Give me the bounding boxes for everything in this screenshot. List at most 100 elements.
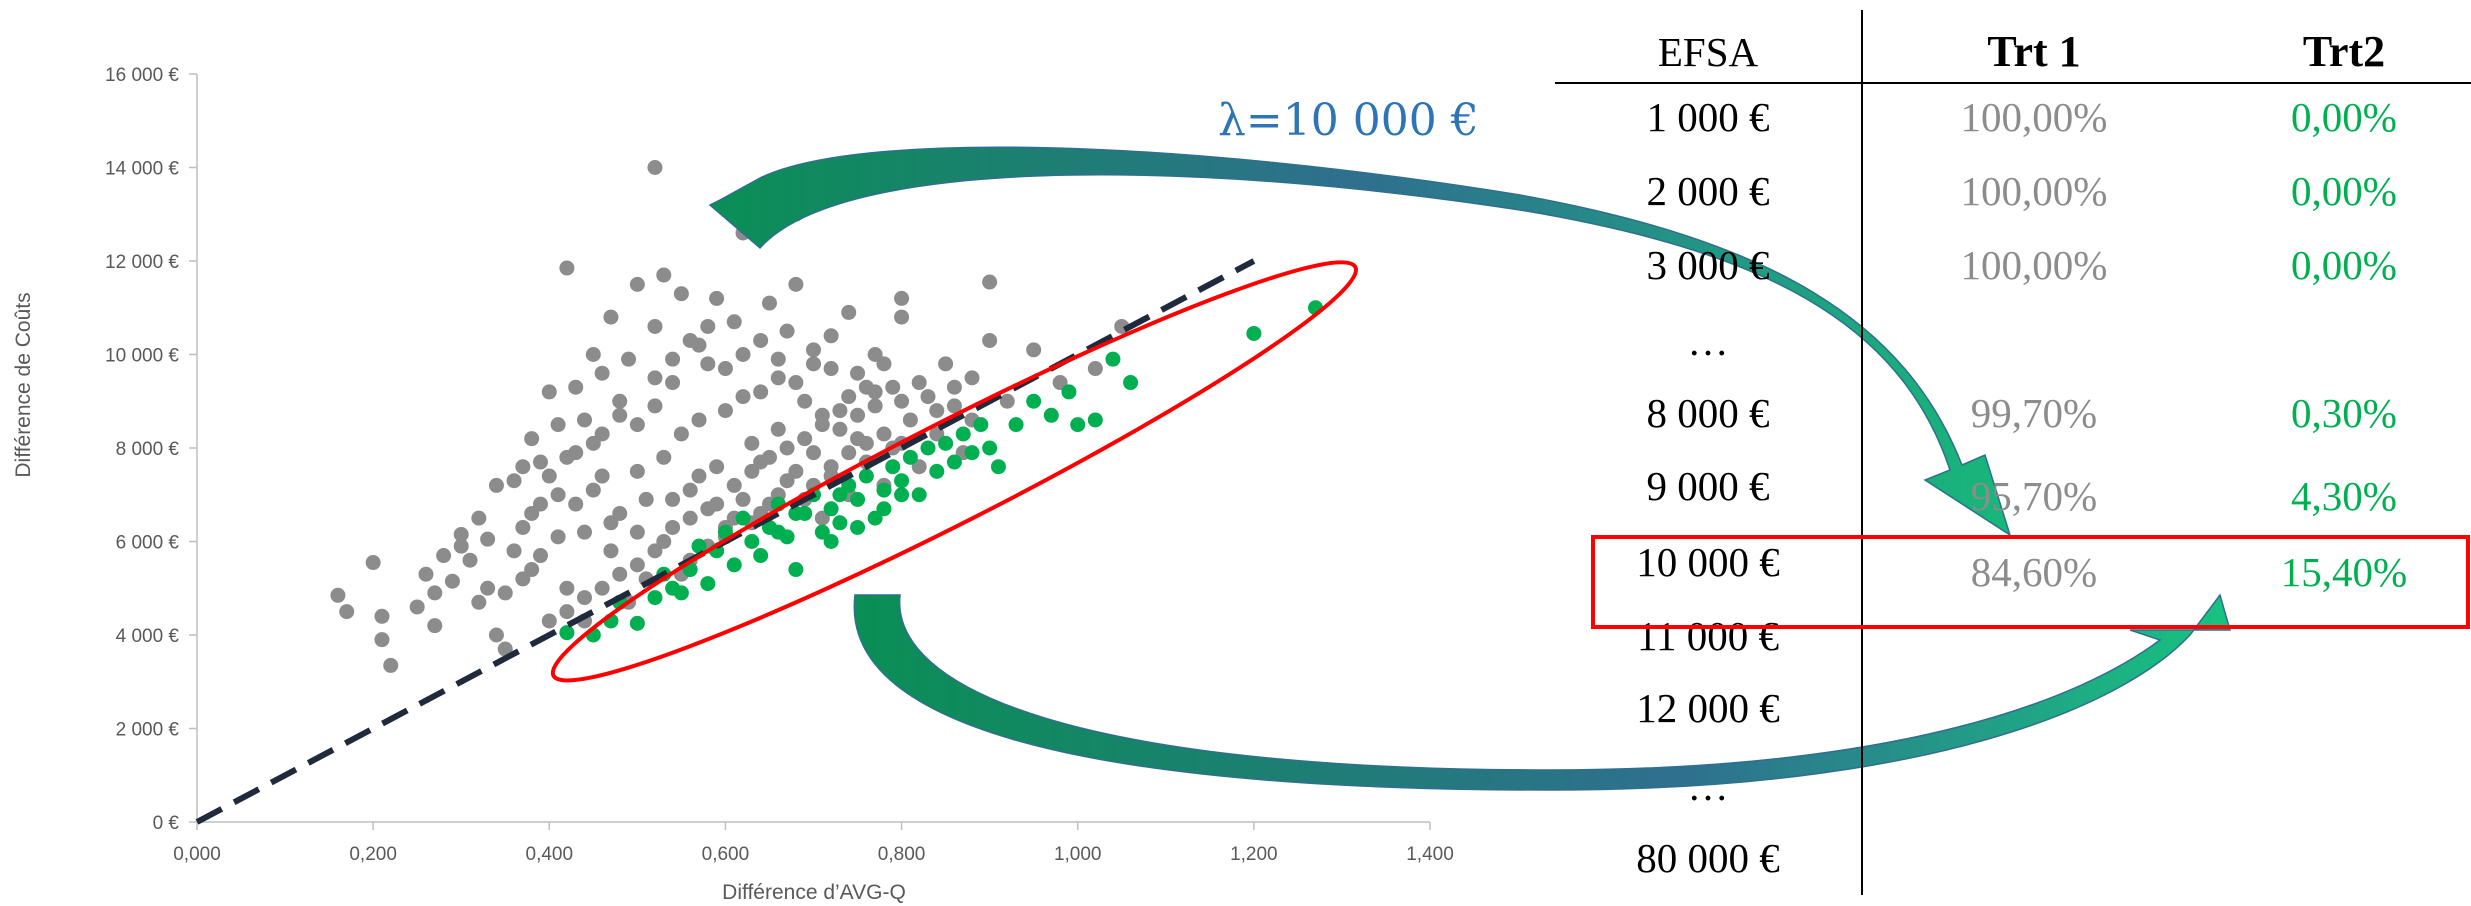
table-cell-efsa: 80 000 €: [1636, 835, 1780, 881]
data-point-grey: [832, 403, 848, 419]
data-point-green: [858, 468, 874, 484]
data-point-grey: [577, 590, 593, 606]
data-point-grey: [876, 356, 892, 372]
data-point-grey: [524, 505, 540, 521]
data-point-grey: [964, 370, 980, 386]
data-point-grey: [339, 604, 355, 620]
scatter-chart: 0 € 2 000 € 4 000 € 6 000 € 8 000 € 10 000 € 1…: [12, 65, 1454, 904]
data-point-grey: [841, 304, 857, 320]
data-point-grey: [806, 356, 821, 372]
data-point-grey: [982, 274, 998, 290]
data-point-green: [1043, 407, 1059, 423]
data-point-grey: [515, 571, 531, 587]
x-tick-label: 1,000: [1054, 844, 1102, 865]
data-point-grey: [867, 398, 883, 414]
data-point-grey: [524, 431, 540, 447]
data-point-green: [770, 524, 786, 540]
table-cell-efsa: 12 000 €: [1636, 685, 1780, 731]
y-tick-label: 6 000 €: [116, 533, 180, 554]
data-point-grey: [541, 468, 557, 484]
data-point-grey: [726, 477, 742, 493]
data-point-grey: [1052, 375, 1068, 391]
data-point-grey: [603, 309, 619, 325]
data-point-grey: [726, 314, 742, 330]
data-point-grey: [603, 515, 619, 531]
data-point-green: [814, 524, 830, 540]
table-cell-trt1: 100,00%: [1961, 242, 2108, 288]
data-point-green: [850, 491, 866, 507]
data-point-green: [1246, 325, 1262, 341]
table-cell-efsa: 8 000 €: [1647, 390, 1770, 436]
data-point-grey: [911, 459, 927, 475]
data-point-grey: [700, 356, 716, 372]
data-point-grey: [753, 332, 769, 348]
data-point-grey: [911, 375, 927, 391]
highlight-ellipse: [550, 260, 1359, 683]
table-header-trt2: Trt2: [2303, 27, 2385, 76]
data-point-grey: [885, 379, 901, 395]
data-point-green: [876, 501, 892, 517]
data-point-green: [1008, 417, 1024, 433]
data-point-grey: [559, 449, 575, 465]
data-point-green: [823, 534, 839, 549]
data-point-grey: [594, 426, 610, 442]
data-point-green: [753, 548, 769, 564]
data-point-grey: [1026, 342, 1042, 358]
table-cell-efsa: 11 000 €: [1637, 613, 1779, 659]
data-point-grey: [444, 573, 460, 589]
data-point-green: [744, 534, 760, 549]
x-tick-label: 1,400: [1406, 844, 1454, 865]
y-tick-label: 8 000 €: [116, 439, 180, 460]
y-tick-label: 16 000 €: [105, 65, 179, 86]
data-point-grey: [788, 463, 804, 479]
data-point-grey: [559, 580, 575, 596]
data-point-green: [911, 487, 927, 503]
data-point-grey: [894, 393, 910, 409]
table-header-efsa: EFSA: [1658, 29, 1759, 75]
data-point-grey: [480, 580, 496, 596]
data-point-grey: [585, 347, 601, 362]
table-cell-trt2: 4,30%: [2291, 473, 2397, 519]
data-point-green: [894, 487, 910, 503]
data-point-green: [788, 562, 804, 578]
data-point-grey: [665, 519, 681, 535]
data-point-grey: [541, 384, 557, 400]
data-point-grey: [779, 473, 795, 489]
data-point-grey: [515, 459, 531, 475]
data-point-green: [885, 459, 901, 475]
data-point-grey: [823, 328, 839, 344]
y-tick-label: 2 000 €: [116, 720, 180, 741]
data-point-grey: [497, 641, 513, 657]
y-tick-label: 4 000 €: [116, 626, 180, 647]
data-point-grey: [427, 585, 443, 601]
data-point-grey: [647, 543, 663, 559]
data-point-grey: [665, 491, 681, 507]
y-tick-label: 0 €: [153, 813, 180, 834]
data-point-grey: [647, 318, 663, 334]
data-point-green: [920, 440, 936, 456]
data-point-grey: [330, 587, 346, 603]
data-point-grey: [656, 449, 672, 465]
data-point-green: [1026, 393, 1042, 409]
table-cell-trt2: 0,30%: [2291, 390, 2397, 436]
data-point-grey: [629, 276, 645, 292]
data-point-green: [735, 510, 751, 526]
table-cell-trt1: 100,00%: [1961, 94, 2108, 140]
data-point-grey: [717, 403, 733, 419]
data-point-grey: [946, 379, 962, 395]
data-point-grey: [1087, 361, 1103, 377]
efsa-table: EFSA Trt 1 Trt2 1 000 € 100,00% 0,00% 2 000…: [1555, 10, 2471, 895]
data-point-grey: [471, 594, 487, 610]
table-rows: 1 000 € 100,00% 0,00% 2 000 € 100,00% 0,00% 3 …: [1636, 94, 2407, 881]
data-point-grey: [629, 417, 645, 433]
data-point-grey: [920, 389, 936, 405]
data-point-grey: [682, 332, 698, 348]
data-point-green: [929, 463, 945, 479]
data-point-grey: [735, 347, 751, 362]
data-point-green: [1087, 412, 1103, 428]
data-point-green: [1061, 384, 1077, 400]
data-point-green: [876, 482, 892, 498]
data-point-grey: [806, 445, 821, 461]
x-tick-label: 0,600: [702, 844, 750, 865]
